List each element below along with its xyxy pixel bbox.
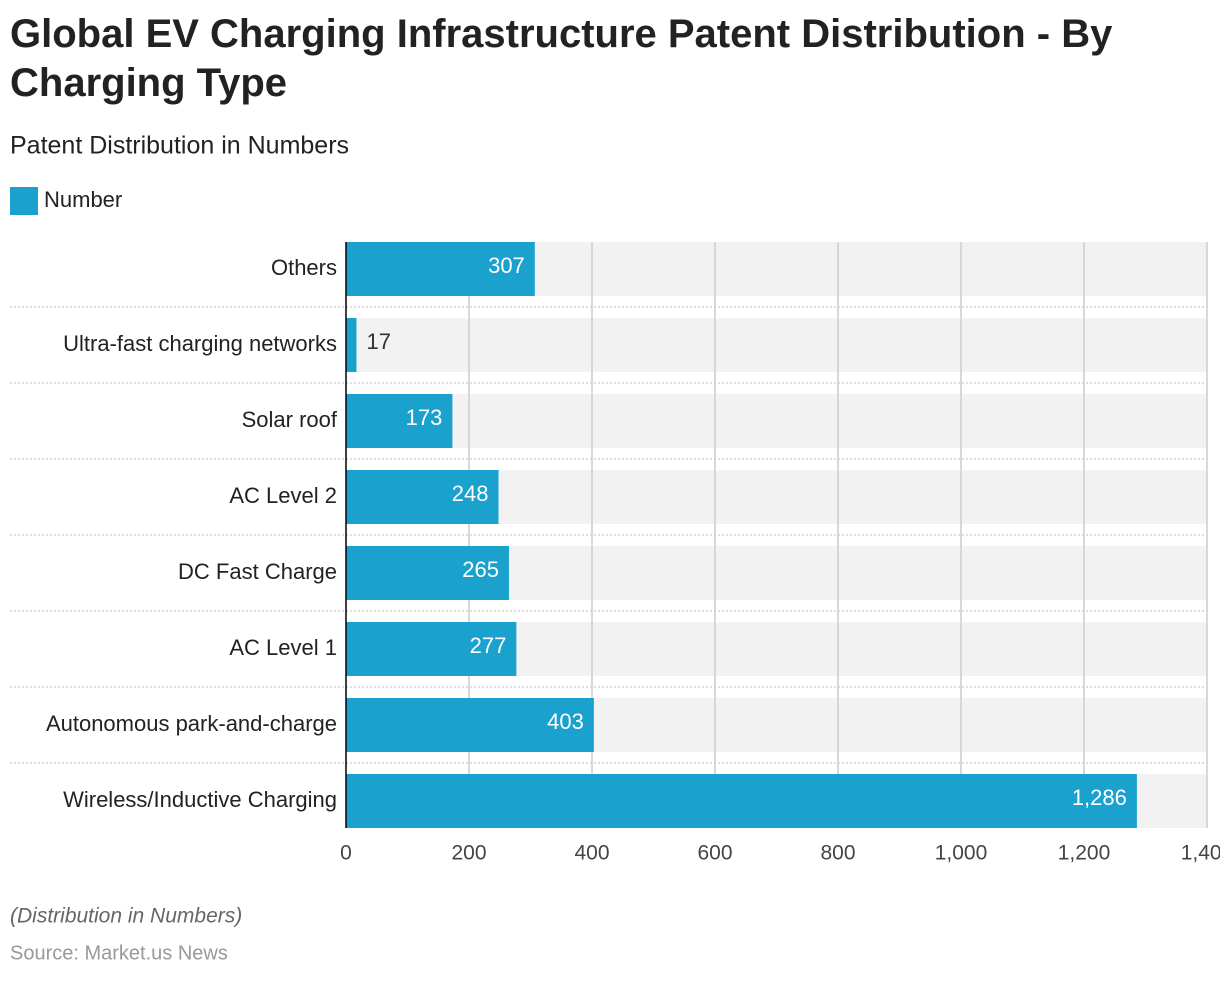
x-tick-label: 1,200 xyxy=(1058,842,1111,865)
row-band xyxy=(346,394,1207,448)
value-label: 307 xyxy=(488,253,525,278)
chart-subtitle: Patent Distribution in Numbers xyxy=(10,132,349,160)
y-tick-label: DC Fast Charge xyxy=(178,559,337,584)
y-tick-label: AC Level 2 xyxy=(229,483,337,508)
x-tick-label: 1,000 xyxy=(935,842,988,865)
x-tick-label: 200 xyxy=(451,842,486,865)
value-label: 248 xyxy=(452,481,489,506)
chart-title: Global EV Charging Infrastructure Patent… xyxy=(10,12,1113,105)
value-label: 1,286 xyxy=(1072,785,1127,810)
row-band xyxy=(346,318,1207,372)
x-tick-label: 0 xyxy=(340,842,352,865)
value-label: 277 xyxy=(470,633,507,658)
y-tick-label: Autonomous park-and-charge xyxy=(46,711,337,736)
x-tick-label: 800 xyxy=(820,842,855,865)
x-tick-label: 400 xyxy=(574,842,609,865)
legend-swatch xyxy=(10,187,38,215)
value-label: 173 xyxy=(406,405,443,430)
bar xyxy=(346,318,356,372)
bar xyxy=(346,774,1137,828)
legend-label: Number xyxy=(44,187,122,212)
y-tick-label: Others xyxy=(271,255,337,280)
note: (Distribution in Numbers) xyxy=(10,905,242,928)
y-tick-label: Ultra-fast charging networks xyxy=(63,331,337,356)
value-label: 265 xyxy=(462,557,499,582)
y-tick-label: Wireless/Inductive Charging xyxy=(63,787,337,812)
y-tick-label: AC Level 1 xyxy=(229,635,337,660)
value-label: 403 xyxy=(547,709,584,734)
x-tick-label: 600 xyxy=(697,842,732,865)
source: Source: Market.us News xyxy=(10,942,228,964)
value-label: 17 xyxy=(366,329,390,354)
x-tick-label: 1,400 xyxy=(1181,842,1220,865)
y-tick-label: Solar roof xyxy=(242,407,338,432)
